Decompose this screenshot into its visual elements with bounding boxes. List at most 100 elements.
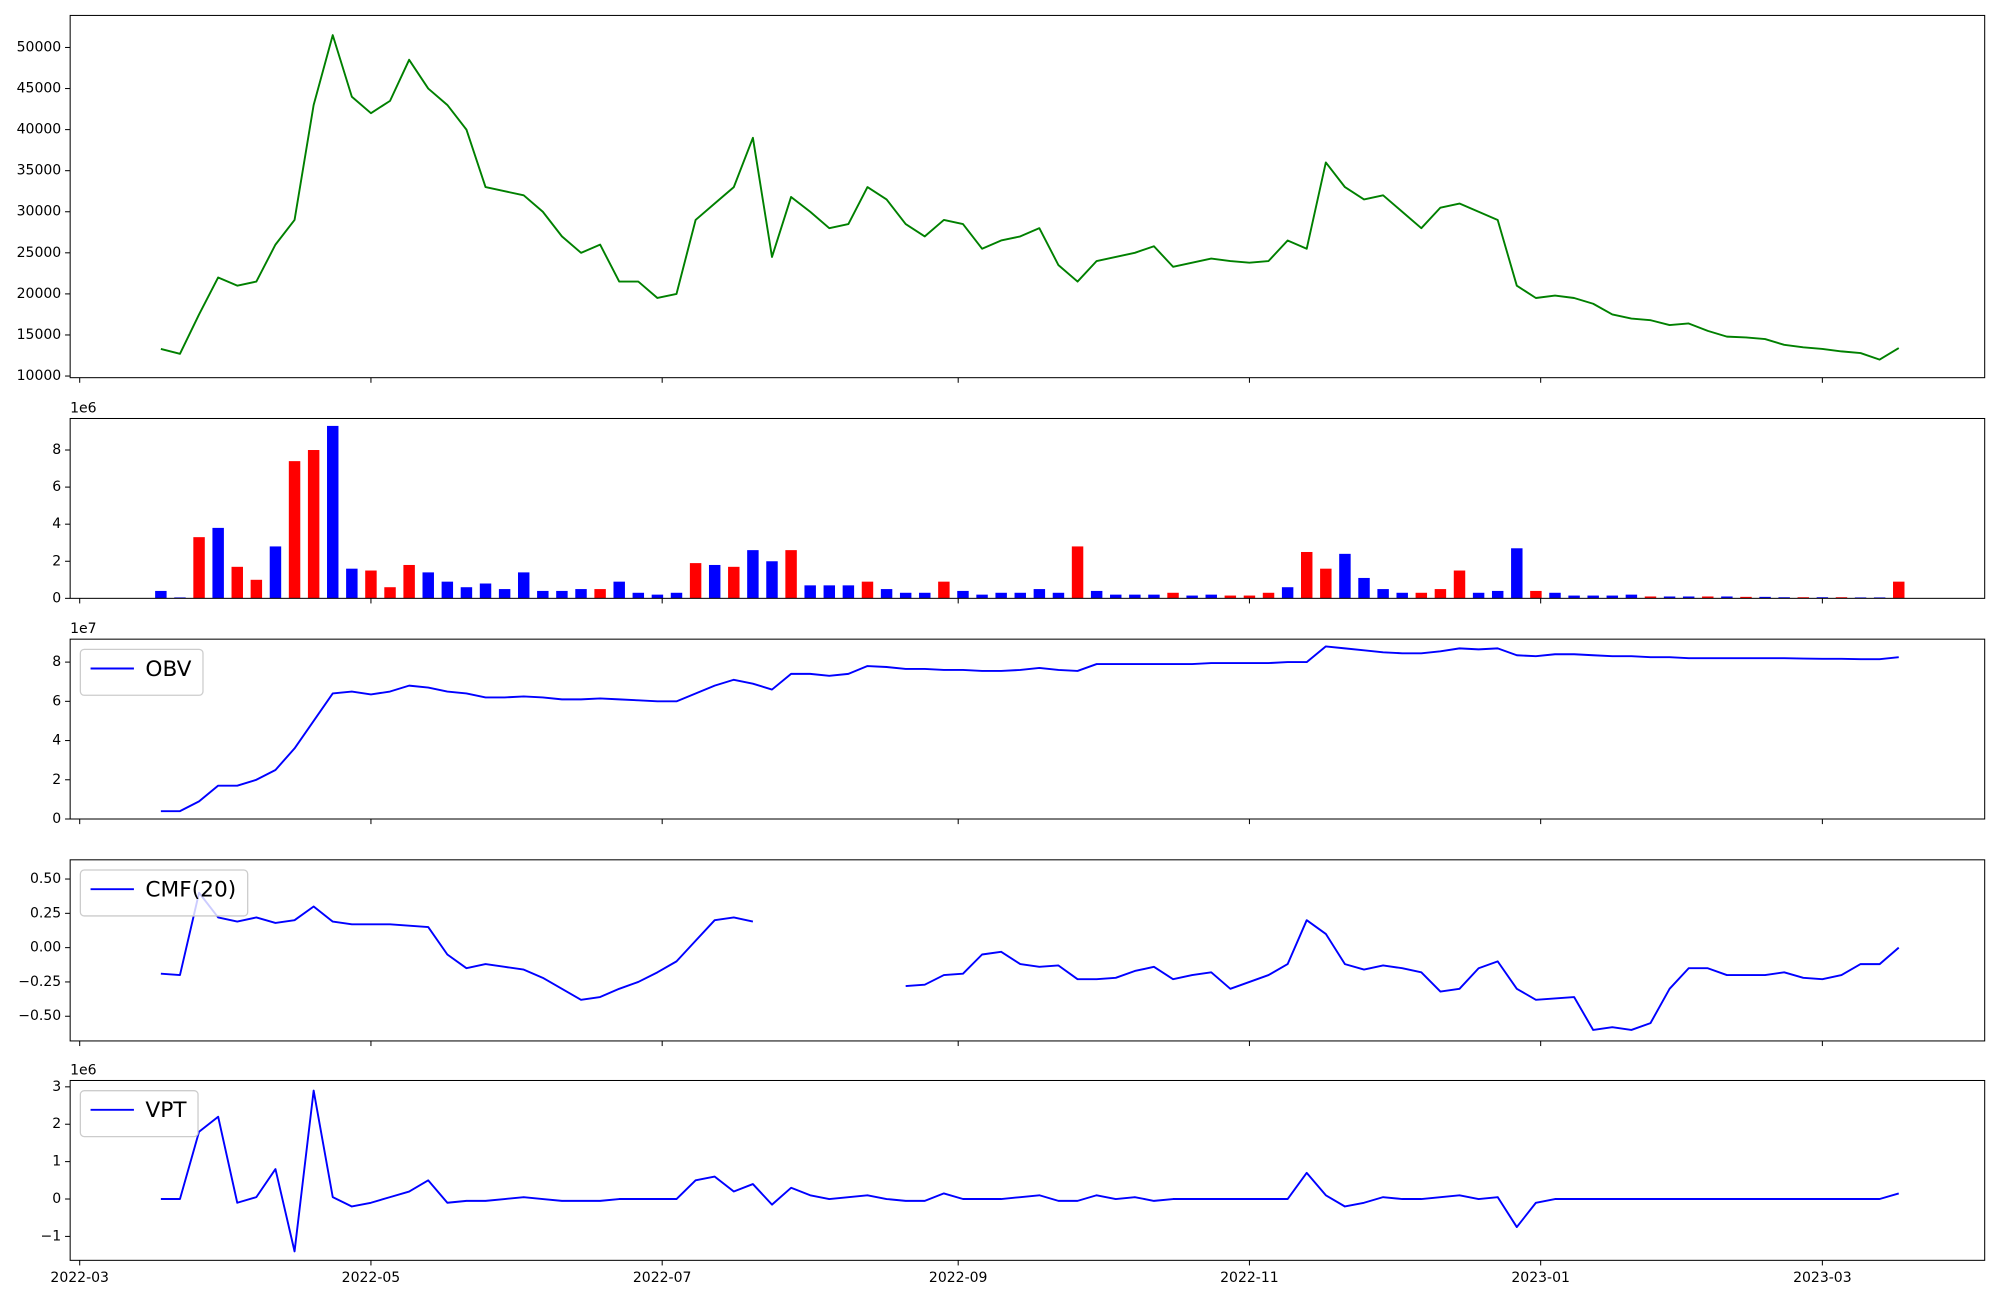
- bar: [842, 585, 855, 599]
- bar: [1625, 594, 1638, 599]
- bar: [938, 581, 950, 599]
- bar: [1243, 595, 1256, 599]
- bar: [479, 583, 492, 599]
- bar: [403, 564, 415, 599]
- bar: [1663, 596, 1676, 599]
- bar: [613, 581, 625, 599]
- plot-area: [160, 891, 1900, 1031]
- bar: [594, 589, 606, 599]
- bar: [1682, 596, 1695, 599]
- bar: [1549, 592, 1561, 599]
- bar: [1778, 597, 1790, 599]
- bar: [1224, 595, 1237, 599]
- bar: [575, 589, 587, 599]
- y-tick-label: 10000: [17, 368, 62, 384]
- y-tick-label: 0: [52, 811, 61, 827]
- bar: [288, 461, 301, 599]
- bar: [1090, 590, 1103, 599]
- bar: [1129, 594, 1141, 599]
- panel: 0 2 4 6 8 1e6: [52, 400, 1986, 606]
- x-tick-label: 2023-03: [1793, 1270, 1852, 1286]
- axis-offset-label: 1e7: [70, 621, 96, 637]
- line: [160, 34, 1900, 361]
- bar: [1893, 581, 1905, 599]
- bar: [384, 587, 396, 599]
- bar: [1205, 594, 1217, 599]
- bar: [919, 592, 931, 599]
- bar: [1071, 546, 1084, 599]
- y-tick-label: 30000: [17, 204, 62, 220]
- legend: OBV: [79, 648, 204, 696]
- bar: [231, 566, 243, 599]
- y-tick-label: 0: [52, 590, 61, 606]
- legend-label: OBV: [145, 657, 191, 682]
- bar: [823, 585, 836, 599]
- y-tick-label: 0.00: [30, 940, 61, 956]
- bar: [689, 563, 702, 599]
- bar: [537, 590, 549, 599]
- x-tick-label: 2022-05: [342, 1270, 401, 1286]
- bar: [1511, 548, 1523, 599]
- bar: [556, 590, 568, 599]
- bar: [1415, 592, 1428, 599]
- bar: [1167, 592, 1179, 599]
- bar: [1530, 590, 1542, 599]
- bar: [1491, 590, 1504, 599]
- bar: [880, 589, 893, 599]
- y-tick-label: 50000: [17, 39, 62, 55]
- y-tick-label: 40000: [17, 122, 62, 138]
- bar: [365, 570, 377, 599]
- bar: [1377, 589, 1389, 599]
- bar: [460, 587, 473, 599]
- bar: [708, 564, 721, 599]
- y-tick-label: 6: [52, 479, 61, 495]
- line: [160, 1089, 1900, 1253]
- legend-label: VPT: [145, 1098, 187, 1123]
- bar: [1434, 589, 1447, 599]
- bar: [632, 592, 645, 599]
- bar: [1453, 570, 1466, 599]
- bar: [1281, 587, 1294, 599]
- bar: [346, 568, 358, 599]
- bar: [1262, 592, 1275, 599]
- y-tick-label: −1: [41, 1228, 62, 1244]
- line: [160, 645, 1899, 813]
- bar: [1186, 595, 1198, 599]
- bar: [1320, 568, 1332, 599]
- x-tick-label: 2022-09: [929, 1270, 988, 1286]
- y-tick-label: 15000: [17, 327, 62, 343]
- y-tick-label: −0.25: [18, 974, 61, 990]
- bar: [976, 594, 988, 599]
- bar: [250, 579, 263, 599]
- legend-box: [79, 869, 249, 917]
- bar: [1148, 594, 1160, 599]
- plot-area: [160, 34, 1900, 361]
- bar: [899, 592, 912, 599]
- bar: [1606, 595, 1619, 599]
- axes-frame: [69, 417, 1986, 599]
- plot-area: [155, 425, 1905, 599]
- y-tick-label: 3: [52, 1079, 61, 1095]
- axes-frame: [69, 859, 1986, 1042]
- legend-box: [79, 1090, 199, 1138]
- y-tick-label: 4: [52, 733, 61, 749]
- x-tick-label: 2023-01: [1511, 1270, 1570, 1286]
- bar: [269, 546, 282, 599]
- bar: [1358, 577, 1370, 599]
- panel: 0 2 4 6 8 1e7 OBV: [52, 621, 1986, 827]
- bar: [1052, 592, 1065, 599]
- legend: CMF(20): [79, 869, 249, 917]
- axes-frame: [69, 1079, 1986, 1261]
- bar: [1396, 592, 1408, 599]
- bar: [785, 550, 797, 599]
- y-tick-label: 2: [52, 553, 61, 569]
- y-tick-label: 8: [52, 442, 61, 458]
- bar: [1033, 589, 1046, 599]
- bar: [747, 550, 759, 599]
- legend-label: CMF(20): [145, 877, 236, 902]
- bar: [1702, 596, 1714, 599]
- bar: [1797, 597, 1809, 599]
- bar: [422, 572, 434, 599]
- bar: [498, 589, 511, 599]
- plot-area: [160, 645, 1899, 813]
